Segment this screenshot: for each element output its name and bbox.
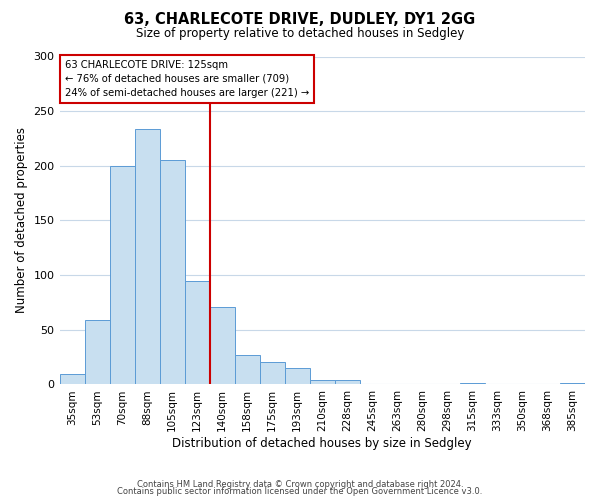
Bar — [260, 362, 285, 384]
Bar — [310, 380, 335, 384]
Bar — [285, 368, 310, 384]
Bar — [335, 380, 360, 384]
Bar — [110, 166, 134, 384]
Text: 63 CHARLECOTE DRIVE: 125sqm
← 76% of detached houses are smaller (709)
24% of se: 63 CHARLECOTE DRIVE: 125sqm ← 76% of det… — [65, 60, 309, 98]
Bar — [160, 160, 185, 384]
Bar — [185, 280, 209, 384]
Bar — [59, 374, 85, 384]
Text: Contains HM Land Registry data © Crown copyright and database right 2024.: Contains HM Land Registry data © Crown c… — [137, 480, 463, 489]
X-axis label: Distribution of detached houses by size in Sedgley: Distribution of detached houses by size … — [172, 437, 472, 450]
Text: Size of property relative to detached houses in Sedgley: Size of property relative to detached ho… — [136, 28, 464, 40]
Text: Contains public sector information licensed under the Open Government Licence v3: Contains public sector information licen… — [118, 487, 482, 496]
Text: 63, CHARLECOTE DRIVE, DUDLEY, DY1 2GG: 63, CHARLECOTE DRIVE, DUDLEY, DY1 2GG — [124, 12, 476, 28]
Y-axis label: Number of detached properties: Number of detached properties — [15, 128, 28, 314]
Bar — [235, 355, 260, 384]
Bar — [134, 128, 160, 384]
Bar — [85, 320, 110, 384]
Bar — [209, 307, 235, 384]
